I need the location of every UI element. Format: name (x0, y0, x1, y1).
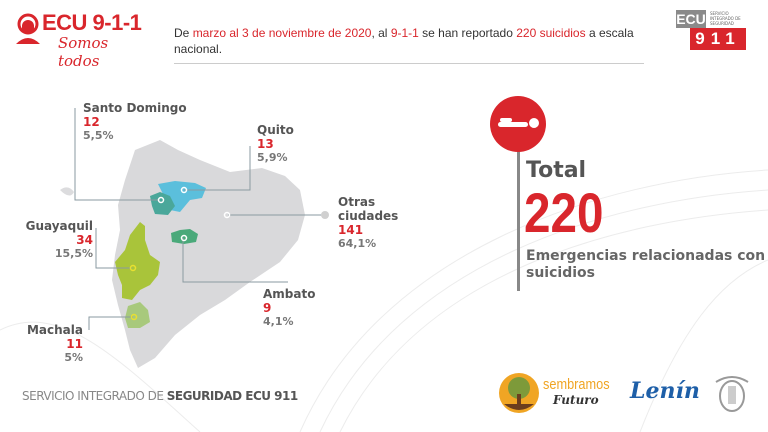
label-guayaquil: Guayaquil 34 15,5% (10, 219, 93, 261)
city-name: Quito (257, 123, 294, 137)
total-title: Total (526, 158, 587, 183)
city-name: Santo Domingo (83, 101, 187, 115)
tree-icon (499, 373, 539, 413)
logo-tagline: Somos todos (58, 34, 109, 70)
total-description: Emergencias relacionadas con suicidios (526, 248, 766, 281)
city-count: 9 (263, 301, 272, 315)
label-otras-ciudades: Otras ciudades 141 64,1% (338, 195, 408, 251)
city-count: 34 (76, 233, 93, 247)
marker-machala (130, 313, 138, 321)
operator-headset-icon (16, 13, 40, 44)
headline-highlight: 9-1-1 (390, 26, 419, 40)
city-percent: 5,9% (257, 151, 288, 164)
label-santo-domingo: Santo Domingo 12 5,5% (83, 101, 187, 143)
footer-bold: SEGURIDAD ECU 911 (166, 389, 299, 403)
footer-text: SERVICIO INTEGRADO DE SEGURIDAD ECU 911 (22, 389, 298, 403)
ecuador-coat-of-arms-icon (715, 376, 749, 412)
city-percent: 15,5% (54, 247, 93, 260)
logo-subtitle: SERVICIO INTEGRADO DE SEGURIDAD (710, 11, 741, 26)
city-count: 13 (257, 137, 274, 151)
label-machala: Machala 11 5% (10, 323, 83, 365)
headline: De marzo al 3 de noviembre de 2020, al 9… (174, 25, 644, 64)
futuro-text: Futuro (553, 393, 599, 407)
city-name: Ambato (263, 287, 316, 301)
sembramos-text: sembramos (543, 376, 610, 393)
label-ambato: Ambato 9 4,1% (263, 287, 315, 329)
logo-911: 911 (690, 28, 746, 50)
headline-text: , al (371, 26, 391, 40)
city-percent: 5,5% (83, 129, 114, 142)
headline-highlight: marzo al 3 de noviembre de 2020 (192, 26, 372, 40)
total-marker (490, 96, 546, 291)
city-count: 11 (66, 337, 83, 351)
city-name: Otras ciudades (338, 195, 399, 223)
headline-text: a escala nacional. (174, 26, 634, 56)
region-ambato (171, 229, 198, 244)
city-name: Guayaquil (25, 219, 93, 233)
marker-quito (180, 186, 188, 194)
total-panel: Total 220 Emergencias relacionadas con s… (490, 96, 765, 296)
marker-otras (223, 211, 231, 219)
marker-ambato (180, 234, 188, 242)
marker-guayaquil (129, 264, 137, 272)
label-quito: Quito 13 5,9% (257, 123, 294, 165)
region-guayaquil (115, 222, 160, 300)
ecu911-logo: ECU 9-1-1 Somos todos (14, 8, 144, 70)
logo-ecu: ECU (676, 10, 706, 28)
marker-otras-end (321, 211, 329, 219)
city-percent: 5% (64, 351, 83, 364)
headline-highlight: 220 suicidios (516, 26, 586, 40)
headline-text: se han reportado (418, 26, 517, 40)
person-lying-icon (498, 118, 539, 128)
headline-text: De (174, 26, 193, 40)
city-percent: 64,1% (338, 237, 377, 250)
city-count: 12 (83, 115, 100, 129)
city-count: 141 (338, 223, 364, 237)
region-machala (125, 302, 150, 328)
city-name: Machala (26, 323, 83, 337)
footer-light: SERVICIO INTEGRADO DE (22, 389, 167, 403)
galapagos-islands (60, 187, 74, 196)
marker-santo-domingo (157, 196, 165, 204)
region-santo-domingo (150, 192, 175, 215)
ecu911-service-logo: ECU 911 SERVICIO INTEGRADO DE SEGURIDAD (676, 10, 756, 55)
total-value: 220 (524, 181, 604, 244)
city-percent: 4,1% (263, 315, 294, 328)
logo-text: ECU 9-1-1 (42, 10, 142, 35)
sembramos-futuro-logo: sembramos Futuro (498, 372, 623, 414)
lenin-logo: Lenín (630, 378, 700, 404)
